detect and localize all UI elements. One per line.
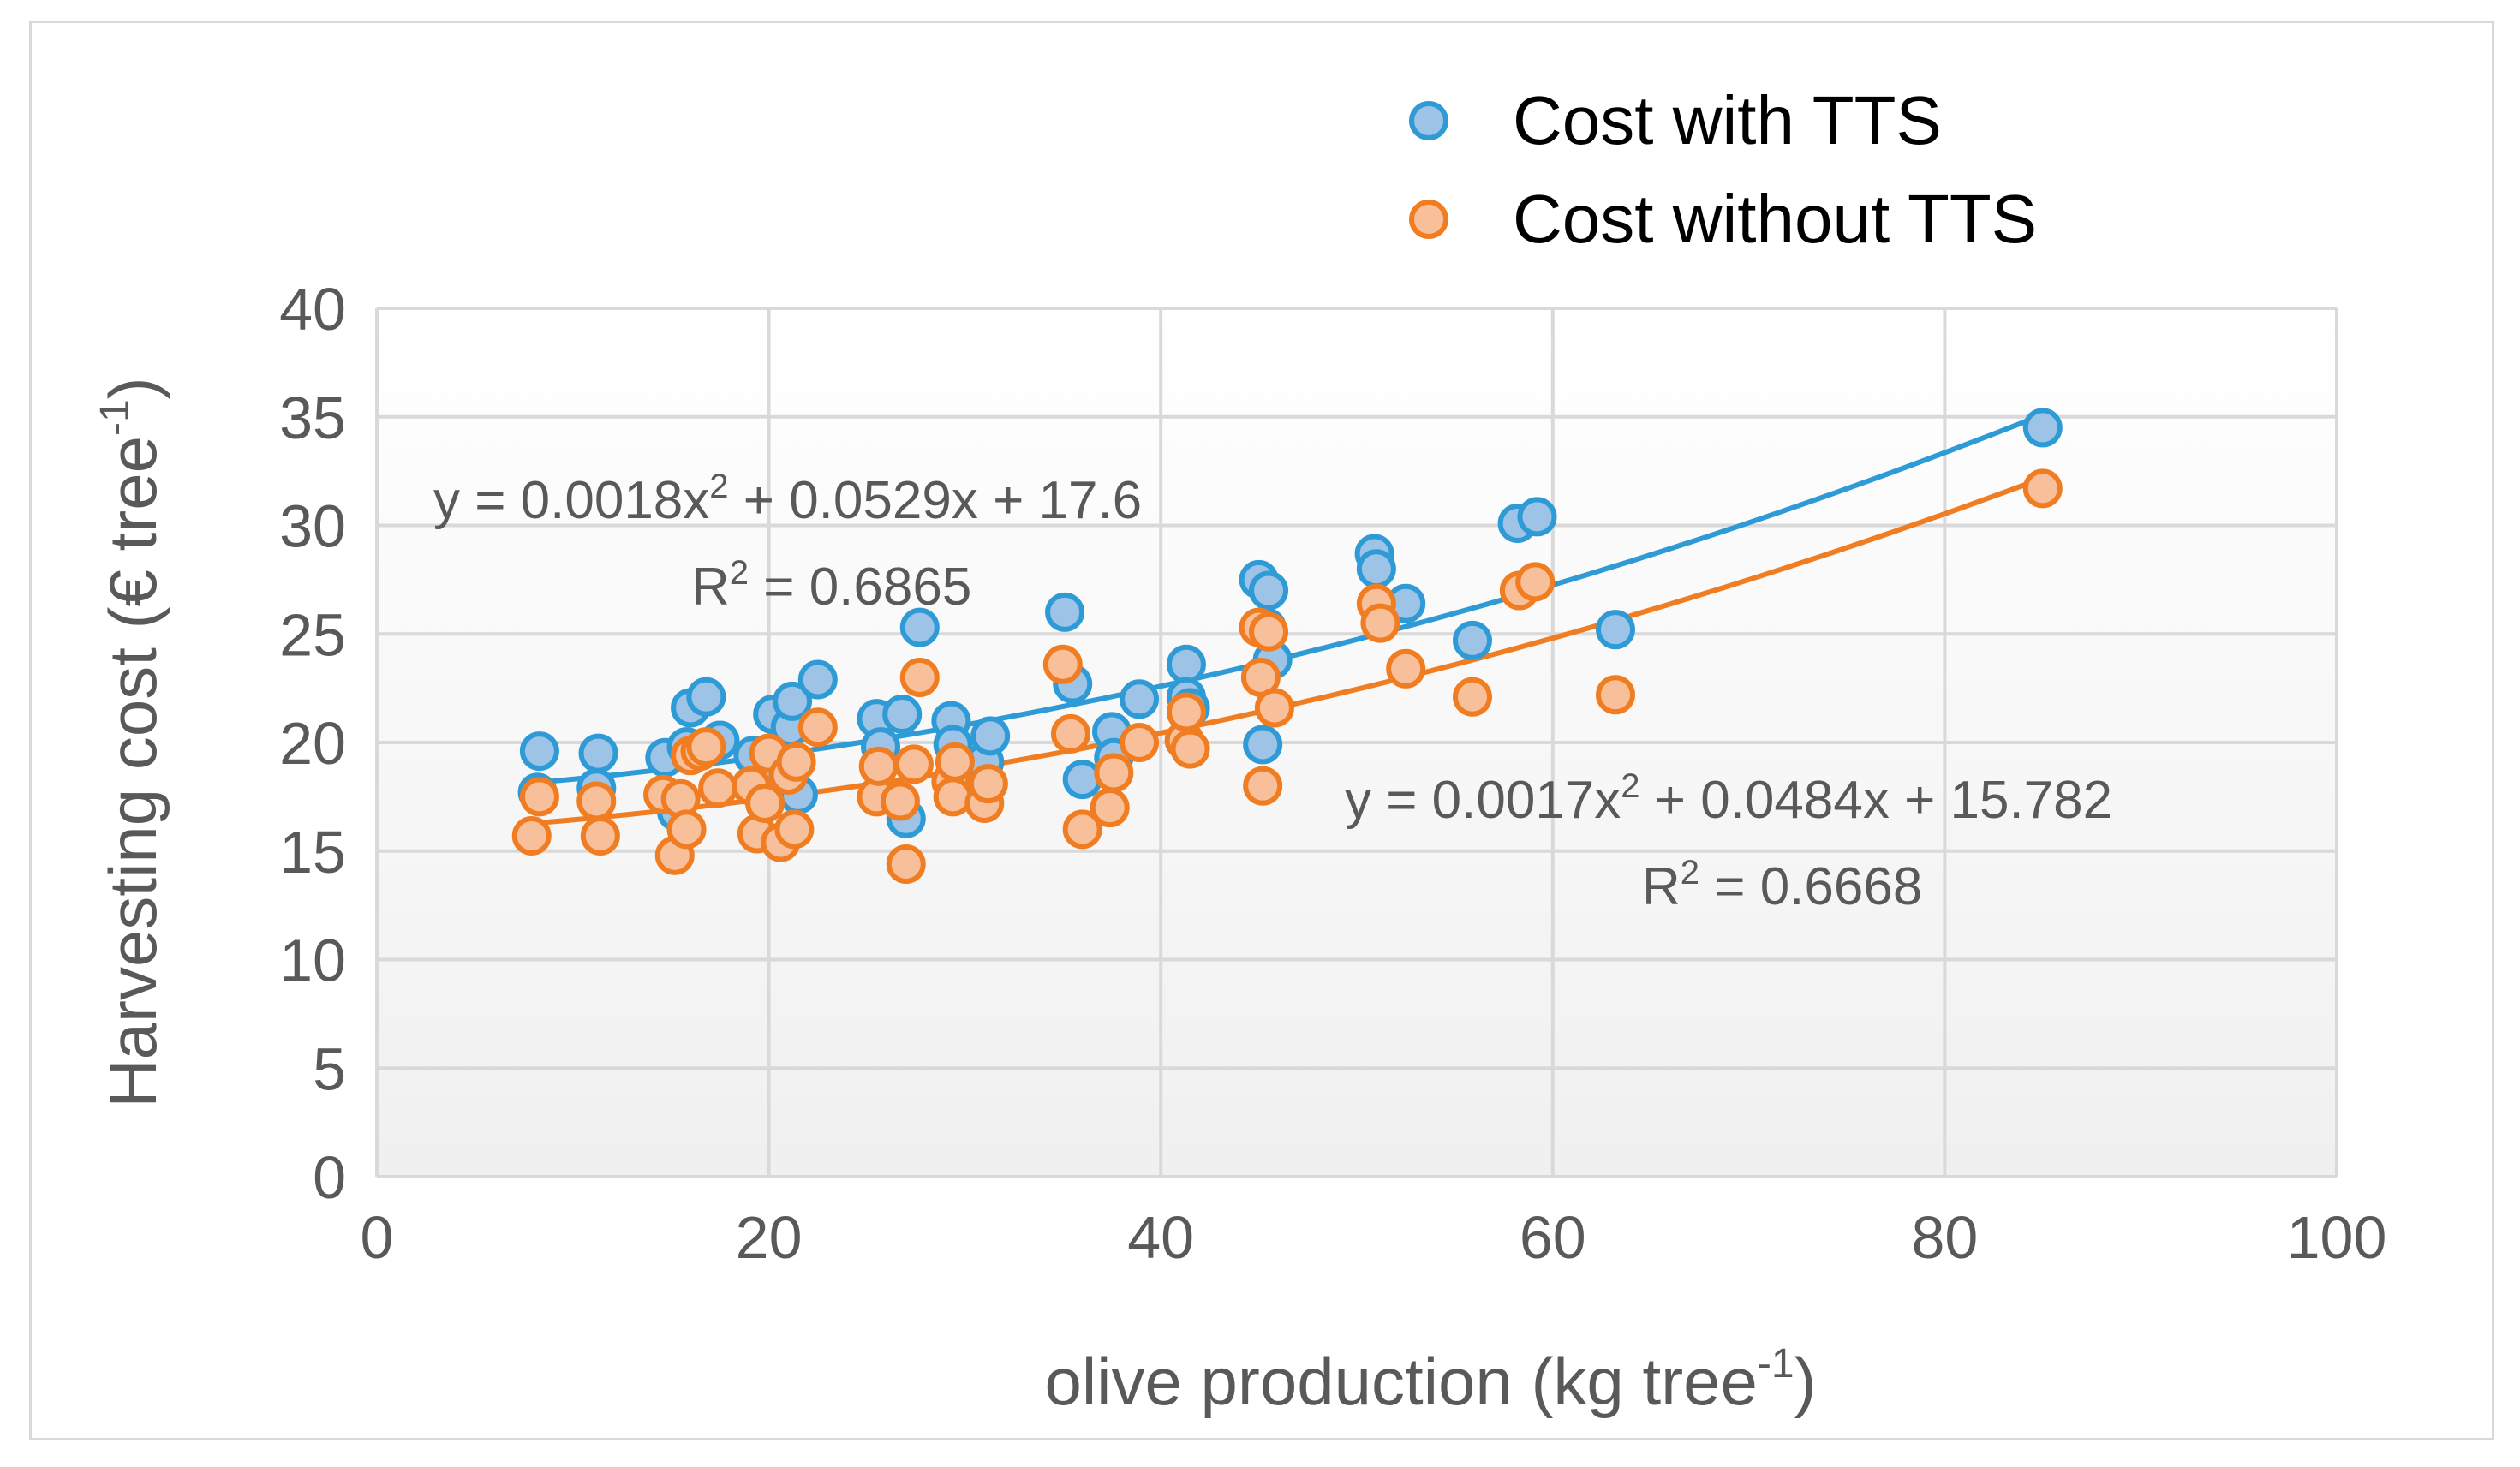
point-cost-without-tts-52 — [1596, 675, 1636, 715]
point-cost-without-tts-51 — [1515, 562, 1556, 602]
y-axis-title: Harvesting cost (€ tree-1) — [93, 377, 170, 1107]
point-cost-with-tts-25 — [970, 716, 1011, 756]
point-cost-with-tts-43 — [1452, 620, 1492, 660]
point-cost-without-tts-47 — [1360, 603, 1400, 643]
point-cost-with-tts-21 — [899, 607, 940, 647]
legend-label-cost-without-tts: Cost without TTS — [1513, 181, 2037, 257]
legend-marker-cost-without-tts — [1409, 200, 1448, 239]
y-tick-label-10: 10 — [279, 927, 346, 994]
point-cost-with-tts-1 — [519, 731, 559, 772]
r2-label-cost-without-tts: R2 = 0.6668 — [1642, 854, 1922, 916]
point-cost-without-tts-11 — [698, 768, 738, 808]
point-cost-without-tts-53 — [2022, 468, 2063, 509]
point-cost-without-tts-36 — [1094, 753, 1134, 793]
point-cost-without-tts-28 — [933, 777, 973, 817]
point-cost-with-tts-16 — [797, 659, 838, 700]
point-cost-without-tts-20 — [797, 707, 838, 748]
x-axis-title: olive production (kg tree-1) — [1044, 1341, 1816, 1419]
point-cost-without-tts-0 — [511, 816, 552, 856]
point-cost-with-tts-31 — [1120, 679, 1160, 719]
point-cost-without-tts-43 — [1243, 766, 1283, 806]
point-cost-without-tts-23 — [880, 781, 920, 821]
point-cost-without-tts-39 — [1166, 692, 1206, 732]
r2-label-cost-with-tts: R2 = 0.6865 — [691, 554, 971, 617]
point-cost-without-tts-48 — [1386, 648, 1426, 689]
y-tick-label-40: 40 — [279, 276, 346, 343]
point-cost-without-tts-26 — [899, 657, 940, 697]
equation-cost-without-tts: y = 0.0017x2 + 0.0484x + 15.782 R2 = 0.6… — [1345, 767, 2112, 916]
equation-label-cost-with-tts: y = 0.0018x2 + 0.0529x + 17.6 — [433, 468, 1142, 530]
point-cost-with-tts-8 — [686, 677, 726, 717]
point-cost-without-tts-49 — [1452, 677, 1492, 717]
x-tick-label-40: 40 — [1127, 1204, 1194, 1271]
y-tick-label-30: 30 — [279, 493, 346, 560]
point-cost-without-tts-24 — [886, 844, 926, 884]
point-cost-without-tts-14 — [745, 783, 785, 823]
x-tick-label-60: 60 — [1520, 1204, 1586, 1271]
point-cost-without-tts-37 — [1120, 723, 1160, 762]
point-cost-without-tts-29 — [935, 742, 975, 782]
x-tick-label-100: 100 — [2287, 1204, 2387, 1271]
point-cost-without-tts-7 — [666, 809, 707, 850]
point-cost-with-tts-47 — [2022, 408, 2063, 448]
point-cost-without-tts-35 — [1090, 788, 1130, 828]
point-cost-without-tts-31 — [968, 764, 1008, 804]
point-cost-without-tts-40 — [1170, 729, 1210, 769]
point-cost-without-tts-32 — [1042, 644, 1083, 684]
equation-label-cost-without-tts: y = 0.0017x2 + 0.0484x + 15.782 — [1345, 767, 2112, 830]
data-points — [511, 408, 2063, 884]
point-cost-with-tts-28 — [1062, 760, 1102, 800]
point-cost-with-tts-14 — [773, 681, 813, 721]
point-cost-with-tts-38 — [1249, 570, 1289, 611]
point-cost-without-tts-45 — [1254, 688, 1294, 728]
y-tick-label-20: 20 — [279, 710, 346, 777]
point-cost-without-tts-3 — [580, 816, 620, 856]
y-tick-label-15: 15 — [279, 819, 346, 886]
point-cost-with-tts-45 — [1517, 497, 1557, 537]
point-cost-without-tts-22 — [858, 746, 899, 786]
point-cost-with-tts-26 — [1045, 592, 1085, 632]
point-cost-without-tts-33 — [1050, 713, 1090, 754]
x-tick-label-0: 0 — [361, 1204, 394, 1271]
point-cost-without-tts-19 — [776, 742, 816, 782]
point-cost-with-tts-32 — [1166, 644, 1206, 684]
y-tick-label-25: 25 — [279, 601, 346, 668]
y-tick-label-35: 35 — [279, 385, 346, 451]
y-tick-label-0: 0 — [313, 1144, 346, 1211]
legend-label-cost-with-tts: Cost with TTS — [1513, 82, 1942, 158]
point-cost-without-tts-18 — [774, 809, 815, 850]
point-cost-with-tts-3 — [578, 733, 618, 773]
point-cost-without-tts-2 — [576, 781, 617, 821]
point-cost-without-tts-34 — [1062, 809, 1102, 850]
point-cost-with-tts-41 — [1356, 549, 1396, 589]
point-cost-without-tts-1 — [519, 777, 559, 817]
point-cost-with-tts-36 — [1243, 725, 1283, 765]
point-cost-without-tts-25 — [893, 744, 934, 784]
point-cost-with-tts-46 — [1596, 610, 1636, 650]
tick-labels: 0 5 10 15 20 25 30 35 40 0 20 40 60 80 100 — [279, 276, 2386, 1271]
legend-marker-cost-with-tts — [1409, 101, 1448, 140]
legend: Cost with TTS Cost without TTS — [1409, 82, 2037, 257]
y-tick-label-5: 5 — [313, 1035, 346, 1102]
point-cost-with-tts-19 — [882, 695, 923, 735]
x-tick-label-80: 80 — [1911, 1204, 1978, 1271]
grid-lines — [375, 307, 2338, 1178]
point-cost-without-tts-44 — [1249, 611, 1289, 652]
point-cost-without-tts-10 — [686, 727, 726, 767]
x-tick-label-20: 20 — [736, 1204, 803, 1271]
equation-cost-with-tts: y = 0.0018x2 + 0.0529x + 17.6 R2 = 0.686… — [433, 468, 1142, 617]
